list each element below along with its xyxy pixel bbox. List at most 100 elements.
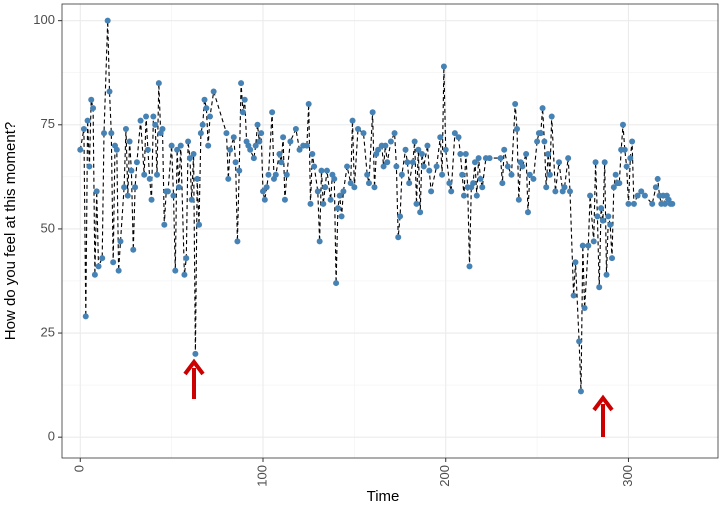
y-axis-title: How do you feel at this moment? [2, 122, 19, 340]
point [205, 142, 212, 149]
point [545, 150, 552, 157]
point [565, 155, 572, 162]
point [446, 180, 453, 187]
point [132, 184, 139, 191]
point [360, 130, 367, 137]
point [609, 255, 616, 262]
point [80, 125, 87, 132]
point [641, 192, 648, 199]
point [104, 17, 111, 24]
point [331, 175, 338, 182]
point [333, 280, 340, 287]
point [88, 96, 95, 103]
point [117, 238, 124, 245]
point [442, 146, 449, 153]
point [652, 184, 659, 191]
point [272, 171, 279, 178]
point [630, 200, 637, 207]
point [634, 192, 641, 199]
point [570, 292, 577, 299]
point [183, 255, 190, 262]
point [269, 109, 276, 116]
point [417, 209, 424, 216]
y-tick-label: 100 [33, 12, 55, 27]
point [610, 184, 617, 191]
point [539, 105, 546, 112]
point [497, 155, 504, 162]
point [230, 134, 237, 141]
point [84, 117, 91, 124]
point [292, 125, 299, 132]
point [263, 184, 270, 191]
point [281, 196, 288, 203]
point [629, 138, 636, 145]
point [283, 171, 290, 178]
point [303, 142, 310, 149]
point [382, 142, 389, 149]
point [86, 163, 93, 170]
point [439, 171, 446, 178]
annotation-arrow-head [183, 358, 205, 376]
point [499, 180, 506, 187]
point [387, 138, 394, 145]
point [654, 175, 661, 182]
point [210, 88, 217, 95]
point [596, 284, 603, 291]
point [349, 117, 356, 124]
annotation-arrow-head [592, 394, 614, 412]
point [413, 200, 420, 207]
x-tick-label: 0 [72, 465, 87, 472]
point [238, 80, 245, 87]
point [152, 121, 159, 128]
point [164, 188, 171, 195]
y-tick-label: 75 [41, 116, 55, 131]
point [197, 130, 204, 137]
point [515, 196, 522, 203]
y-tick-label: 0 [48, 429, 55, 444]
point [314, 188, 321, 195]
point [175, 184, 182, 191]
point [355, 125, 362, 132]
point [598, 205, 605, 212]
point [287, 138, 294, 145]
point [433, 163, 440, 170]
point [340, 188, 347, 195]
point [585, 242, 592, 249]
point [369, 109, 376, 116]
point [254, 121, 261, 128]
point [364, 171, 371, 178]
point [207, 113, 214, 120]
point [592, 159, 599, 166]
point [318, 167, 325, 174]
point [99, 255, 106, 262]
point [581, 305, 588, 312]
point [256, 138, 263, 145]
point [323, 167, 330, 174]
point [409, 159, 416, 166]
point [336, 192, 343, 199]
point [457, 150, 464, 157]
point [607, 221, 614, 228]
point [391, 130, 398, 137]
point [121, 184, 128, 191]
point [322, 184, 329, 191]
point [418, 150, 425, 157]
point [124, 192, 131, 199]
point [126, 138, 133, 145]
point [128, 167, 135, 174]
point [203, 105, 210, 112]
point [459, 171, 466, 178]
point [475, 155, 482, 162]
point [305, 100, 312, 107]
point [587, 192, 594, 199]
point [524, 209, 531, 216]
point [261, 196, 268, 203]
point [501, 146, 508, 153]
y-tick-label: 25 [41, 324, 55, 339]
point [530, 175, 537, 182]
x-tick-label: 200 [437, 465, 452, 487]
point [605, 213, 612, 220]
point [470, 180, 477, 187]
y-tick-label: 50 [41, 220, 55, 235]
